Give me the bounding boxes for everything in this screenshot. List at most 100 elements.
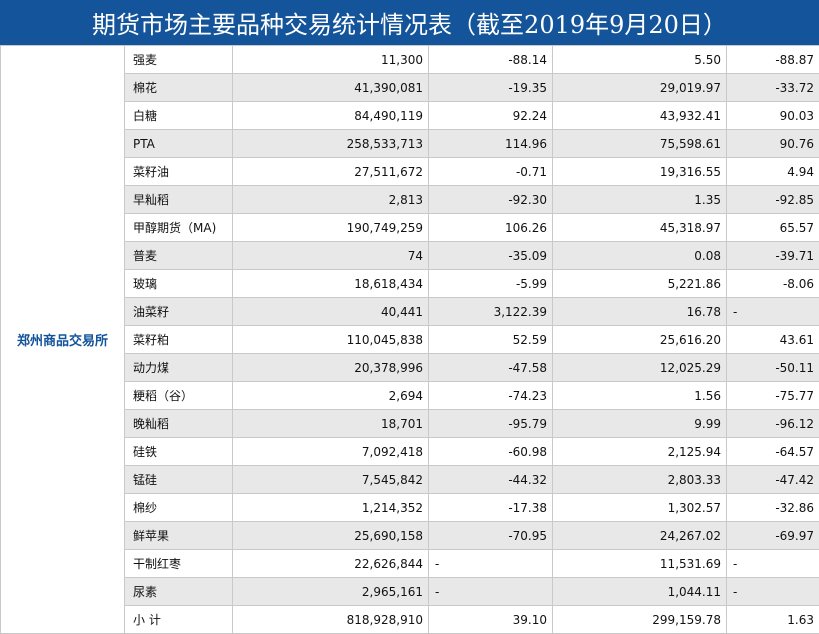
value-cell-col2: 52.59 bbox=[429, 326, 553, 354]
product-name-cell: 小 计 bbox=[125, 606, 233, 634]
table-title-bar: 期货市场主要品种交易统计情况表（截至2019年9月20日） bbox=[0, 0, 819, 45]
product-name-cell: 粳稻（谷） bbox=[125, 382, 233, 410]
value-cell-col4: 65.57 bbox=[727, 214, 819, 242]
product-name-cell: 玻璃 bbox=[125, 270, 233, 298]
value-cell-col4: -47.42 bbox=[727, 466, 819, 494]
value-cell-col1: 2,694 bbox=[233, 382, 429, 410]
value-cell-col1: 110,045,838 bbox=[233, 326, 429, 354]
value-cell-col3: 1.56 bbox=[553, 382, 727, 410]
value-cell-col2: 106.26 bbox=[429, 214, 553, 242]
value-cell-col1: 190,749,259 bbox=[233, 214, 429, 242]
value-cell-col4: -88.87 bbox=[727, 46, 819, 74]
value-cell-col2: - bbox=[429, 578, 553, 606]
exchange-name-cell: 郑州商品交易所 bbox=[1, 46, 125, 634]
value-cell-col1: 2,813 bbox=[233, 186, 429, 214]
value-cell-col2: 3,122.39 bbox=[429, 298, 553, 326]
value-cell-col1: 18,618,434 bbox=[233, 270, 429, 298]
value-cell-col2: -0.71 bbox=[429, 158, 553, 186]
value-cell-col3: 11,531.69 bbox=[553, 550, 727, 578]
value-cell-col2: -70.95 bbox=[429, 522, 553, 550]
value-cell-col4: -33.72 bbox=[727, 74, 819, 102]
product-name-cell: PTA bbox=[125, 130, 233, 158]
value-cell-col4: - bbox=[727, 578, 819, 606]
product-name-cell: 白糖 bbox=[125, 102, 233, 130]
value-cell-col4: -69.97 bbox=[727, 522, 819, 550]
value-cell-col1: 40,441 bbox=[233, 298, 429, 326]
value-cell-col1: 1,214,352 bbox=[233, 494, 429, 522]
value-cell-col1: 7,545,842 bbox=[233, 466, 429, 494]
value-cell-col2: -88.14 bbox=[429, 46, 553, 74]
value-cell-col1: 27,511,672 bbox=[233, 158, 429, 186]
value-cell-col2: -35.09 bbox=[429, 242, 553, 270]
value-cell-col3: 19,316.55 bbox=[553, 158, 727, 186]
value-cell-col3: 2,125.94 bbox=[553, 438, 727, 466]
value-cell-col2: 39.10 bbox=[429, 606, 553, 634]
value-cell-col4: -96.12 bbox=[727, 410, 819, 438]
value-cell-col4: 43.61 bbox=[727, 326, 819, 354]
value-cell-col1: 22,626,844 bbox=[233, 550, 429, 578]
value-cell-col4: - bbox=[727, 550, 819, 578]
value-cell-col1: 2,965,161 bbox=[233, 578, 429, 606]
value-cell-col3: 5,221.86 bbox=[553, 270, 727, 298]
value-cell-col2: -74.23 bbox=[429, 382, 553, 410]
value-cell-col3: 0.08 bbox=[553, 242, 727, 270]
product-name-cell: 菜籽粕 bbox=[125, 326, 233, 354]
value-cell-col3: 2,803.33 bbox=[553, 466, 727, 494]
value-cell-col1: 18,701 bbox=[233, 410, 429, 438]
value-cell-col3: 9.99 bbox=[553, 410, 727, 438]
value-cell-col4: 4.94 bbox=[727, 158, 819, 186]
value-cell-col3: 29,019.97 bbox=[553, 74, 727, 102]
value-cell-col2: -44.32 bbox=[429, 466, 553, 494]
value-cell-col4: - bbox=[727, 298, 819, 326]
value-cell-col1: 7,092,418 bbox=[233, 438, 429, 466]
value-cell-col2: -19.35 bbox=[429, 74, 553, 102]
value-cell-col2: - bbox=[429, 550, 553, 578]
value-cell-col2: -5.99 bbox=[429, 270, 553, 298]
value-cell-col4: -50.11 bbox=[727, 354, 819, 382]
product-name-cell: 棉花 bbox=[125, 74, 233, 102]
value-cell-col1: 74 bbox=[233, 242, 429, 270]
value-cell-col4: -8.06 bbox=[727, 270, 819, 298]
value-cell-col2: -47.58 bbox=[429, 354, 553, 382]
value-cell-col4: -32.86 bbox=[727, 494, 819, 522]
value-cell-col4: 90.76 bbox=[727, 130, 819, 158]
value-cell-col2: -92.30 bbox=[429, 186, 553, 214]
value-cell-col4: 1.63 bbox=[727, 606, 819, 634]
product-name-cell: 尿素 bbox=[125, 578, 233, 606]
value-cell-col1: 818,928,910 bbox=[233, 606, 429, 634]
value-cell-col3: 1,302.57 bbox=[553, 494, 727, 522]
product-name-cell: 油菜籽 bbox=[125, 298, 233, 326]
product-name-cell: 锰硅 bbox=[125, 466, 233, 494]
product-name-cell: 晚籼稻 bbox=[125, 410, 233, 438]
product-name-cell: 普麦 bbox=[125, 242, 233, 270]
value-cell-col4: -75.77 bbox=[727, 382, 819, 410]
value-cell-col3: 75,598.61 bbox=[553, 130, 727, 158]
value-cell-col1: 258,533,713 bbox=[233, 130, 429, 158]
product-name-cell: 菜籽油 bbox=[125, 158, 233, 186]
value-cell-col3: 45,318.97 bbox=[553, 214, 727, 242]
product-name-cell: 鲜苹果 bbox=[125, 522, 233, 550]
product-name-cell: 干制红枣 bbox=[125, 550, 233, 578]
product-name-cell: 棉纱 bbox=[125, 494, 233, 522]
value-cell-col1: 11,300 bbox=[233, 46, 429, 74]
value-cell-col3: 1.35 bbox=[553, 186, 727, 214]
value-cell-col1: 20,378,996 bbox=[233, 354, 429, 382]
value-cell-col4: 90.03 bbox=[727, 102, 819, 130]
value-cell-col2: -17.38 bbox=[429, 494, 553, 522]
value-cell-col1: 84,490,119 bbox=[233, 102, 429, 130]
product-name-cell: 硅铁 bbox=[125, 438, 233, 466]
value-cell-col4: -92.85 bbox=[727, 186, 819, 214]
value-cell-col2: -60.98 bbox=[429, 438, 553, 466]
table-title: 期货市场主要品种交易统计情况表（截至2019年9月20日） bbox=[92, 5, 727, 40]
value-cell-col3: 24,267.02 bbox=[553, 522, 727, 550]
value-cell-col2: -95.79 bbox=[429, 410, 553, 438]
product-name-cell: 强麦 bbox=[125, 46, 233, 74]
value-cell-col3: 16.78 bbox=[553, 298, 727, 326]
value-cell-col2: 92.24 bbox=[429, 102, 553, 130]
value-cell-col1: 41,390,081 bbox=[233, 74, 429, 102]
value-cell-col3: 25,616.20 bbox=[553, 326, 727, 354]
value-cell-col3: 12,025.29 bbox=[553, 354, 727, 382]
